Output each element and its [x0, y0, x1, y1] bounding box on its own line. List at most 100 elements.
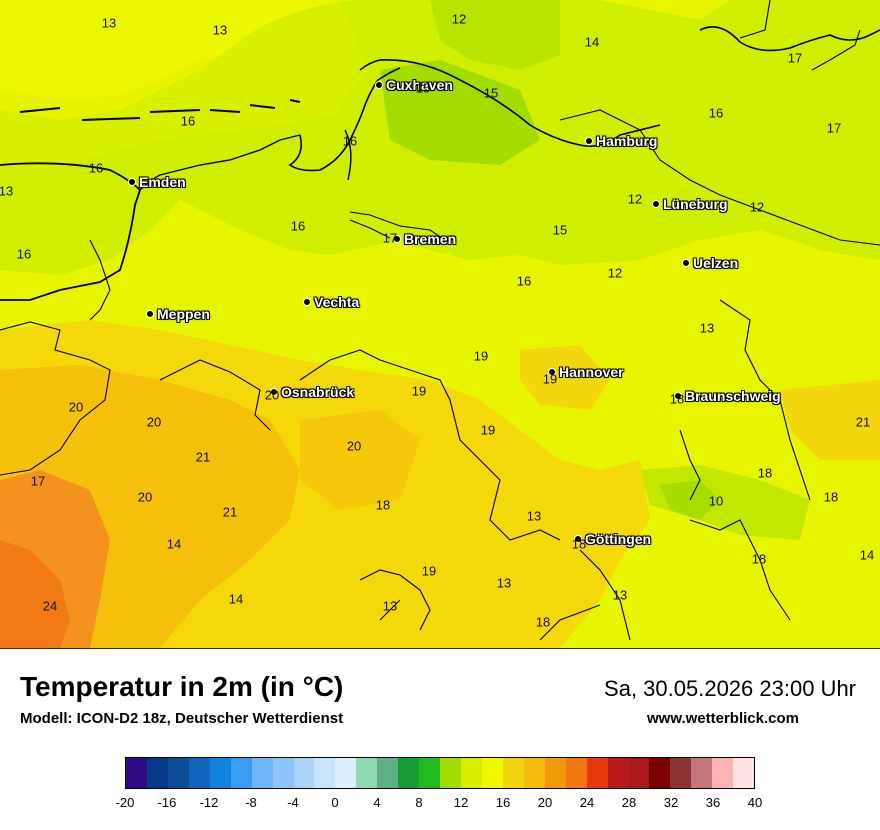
city-meppen: Meppen	[146, 306, 210, 322]
color-scale-segment	[314, 758, 336, 788]
temperature-value: 13	[496, 575, 512, 591]
color-scale-tick-label: 40	[747, 795, 763, 810]
cool-area-northcoast	[430, 0, 560, 70]
temperature-value: 16	[516, 273, 532, 289]
temperature-value: 12	[607, 265, 623, 281]
city-marker	[574, 535, 582, 543]
border-sh-mv	[739, 0, 861, 71]
color-scale-tick-label: 8	[415, 795, 423, 810]
temperature-value: 18	[535, 614, 551, 630]
city-vechta: Vechta	[303, 294, 359, 310]
city-marker	[375, 81, 383, 89]
temperature-value: 21	[222, 504, 238, 520]
city-label: Cuxhaven	[386, 77, 453, 93]
color-scale-segment	[502, 758, 524, 788]
color-scale-segment	[670, 758, 692, 788]
frisian-islands	[19, 99, 301, 121]
color-scale-tick-label: -20	[115, 795, 135, 810]
coastline-east-frisia	[139, 134, 301, 191]
temperature-value: 20	[68, 399, 84, 415]
color-scale-segment	[293, 758, 315, 788]
warm-area-hannover	[520, 345, 610, 410]
coastline-weser	[288, 67, 401, 172]
color-scale-tick-label: -12	[199, 795, 219, 810]
city-label: Vechta	[314, 294, 360, 310]
temperature-value: 13	[699, 320, 715, 336]
city-label: Hannover	[559, 364, 624, 380]
city-label: Braunschweig	[685, 388, 781, 404]
hottest-area-south-west	[0, 540, 70, 648]
temperature-value: 18	[375, 497, 391, 513]
website-link[interactable]: www.wetterblick.com	[647, 710, 799, 727]
city-marker	[652, 200, 660, 208]
color-scale-segment	[565, 758, 587, 788]
temperature-map: Cuxhaven Hamburg Emden Lüneburg Bremen U…	[0, 0, 880, 649]
color-scale-segment	[481, 758, 503, 788]
temperature-value: 17	[787, 50, 803, 66]
city-marker	[146, 310, 154, 318]
temperature-value: 20	[264, 387, 280, 403]
temperature-value: 13	[101, 15, 117, 31]
elbe-estuary	[359, 59, 661, 148]
temperature-value: 15	[483, 85, 499, 101]
city-bremen: Bremen	[393, 231, 456, 247]
forecast-datetime: Sa, 30.05.2026 23:00 Uhr	[604, 676, 856, 701]
city-label: Lüneburg	[663, 196, 728, 212]
city-label: Hamburg	[596, 133, 658, 149]
temperature-value: 16	[290, 218, 306, 234]
border-saxony-anhalt	[719, 299, 811, 501]
temperature-value: 19	[411, 383, 427, 399]
city-marker	[548, 368, 556, 376]
temperature-value: 19	[421, 563, 437, 579]
color-scale-segment	[188, 758, 210, 788]
border-netherlands	[0, 321, 111, 476]
city-marker	[270, 388, 278, 396]
temperature-value: 14	[166, 536, 182, 552]
color-scale-segment	[335, 758, 357, 788]
temperature-value: 24	[42, 598, 58, 614]
city-marker	[393, 235, 401, 243]
map-title: Temperatur in 2m (in °C)	[20, 671, 344, 702]
temperature-value: 19	[542, 371, 558, 387]
city-label: Meppen	[157, 306, 210, 322]
temperature-value: 10	[708, 493, 724, 509]
color-scale-segment	[251, 758, 273, 788]
temperature-value: 16	[708, 105, 724, 121]
temperature-value: 18	[751, 551, 767, 567]
warm-area-north-west	[0, 0, 330, 100]
city-braunschweig: Braunschweig	[674, 388, 781, 404]
temperature-value: 20	[346, 438, 362, 454]
color-scale-segment	[230, 758, 252, 788]
city-hannover: Hannover	[548, 364, 624, 380]
temperature-value: 14	[859, 547, 875, 563]
temperature-value: 18	[757, 465, 773, 481]
city-uelzen: Uelzen	[682, 255, 738, 271]
temperature-value: 13	[526, 508, 542, 524]
border-hesse	[539, 549, 631, 641]
temperature-value: 18	[669, 391, 685, 407]
temperature-value: 12	[627, 191, 643, 207]
city-lueneburg: Lüneburg	[652, 196, 728, 212]
color-scale	[125, 757, 755, 789]
coastline-baltic	[699, 26, 880, 52]
city-label: Osnabrück	[281, 384, 355, 400]
city-label: Uelzen	[693, 255, 739, 271]
color-scale-segment	[377, 758, 399, 788]
temperature-value: 19	[473, 348, 489, 364]
border-nrw	[159, 349, 561, 541]
color-scale-tick-label: 4	[373, 795, 381, 810]
city-marker	[674, 392, 682, 400]
city-hamburg: Hamburg	[585, 133, 657, 149]
color-scale-segment	[649, 758, 671, 788]
temperature-value: 18	[571, 536, 587, 552]
color-scale-tick-label: 36	[705, 795, 721, 810]
temperature-value: 20	[146, 414, 162, 430]
weser-estuary	[344, 129, 352, 181]
border-south	[359, 569, 431, 631]
city-label: Bremen	[404, 231, 457, 247]
border-bremen	[349, 211, 446, 241]
temperature-value: 16	[88, 160, 104, 176]
temperature-value: 16	[342, 133, 358, 149]
temperature-value: 18	[823, 489, 839, 505]
color-scale-segment	[712, 758, 734, 788]
